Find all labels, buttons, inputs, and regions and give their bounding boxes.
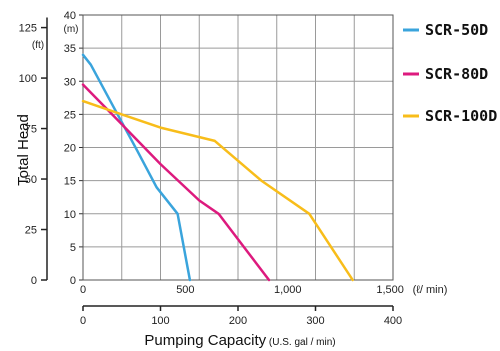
y-ft-unit: (ft) (32, 40, 44, 51)
series-lines (81, 53, 354, 282)
series-line-scr-80d (81, 83, 271, 282)
y-m-tick-label: 25 (64, 109, 76, 121)
y-m-unit: (m) (64, 24, 79, 35)
x-lpm-tick-label: 500 (176, 284, 194, 296)
y-m-tick-label: 35 (64, 43, 76, 55)
y-ft-tick-label: 0 (31, 275, 37, 287)
y-m-tick-label: 10 (64, 209, 76, 221)
y-m-tick-label: 40 (64, 10, 76, 22)
y-ft-tick-label: 100 (19, 73, 37, 85)
axes (41, 14, 394, 311)
legend-label-scr-50d: SCR-50D (425, 21, 488, 39)
legend-label-scr-100d: SCR-100D (425, 107, 497, 125)
legend: SCR-50D SCR-80D SCR-100D (403, 21, 497, 125)
y-axis-title: Total Head (15, 114, 32, 186)
x-axis-title-unit: (U.S. gal / min) (266, 337, 335, 348)
series-line-scr-100d (81, 99, 354, 282)
y-ft-tick-label: 50 (25, 174, 37, 186)
y-m-tick-label: 30 (64, 76, 76, 88)
y-m-tick-label: 0 (70, 275, 76, 287)
x-gpm-tick-label: 100 (151, 315, 169, 327)
y-ft-tick-label: 75 (25, 124, 37, 136)
x-lpm-tick-label: 1,000 (274, 284, 302, 296)
plot-frame (82, 14, 394, 281)
y-ft-tick-label: 25 (25, 225, 37, 237)
x-lpm-tick-label: 1,500 (376, 284, 404, 296)
x-axis-title: Pumping Capacity (U.S. gal / min) (144, 332, 335, 349)
x-gpm-tick-label: 400 (384, 315, 402, 327)
x-lpm-unit: (ℓ/ min) (413, 284, 448, 296)
y-m-tick-label: 15 (64, 176, 76, 188)
y-ft-tick-label: 125 (19, 23, 37, 35)
y-m-tick-label: 20 (64, 143, 76, 155)
series-line-scr-50d (81, 53, 192, 282)
x-gpm-tick-label: 0 (80, 315, 86, 327)
legend-label-scr-80d: SCR-80D (425, 65, 488, 83)
x-axis-title-main: Pumping Capacity (144, 332, 266, 349)
x-gpm-tick-label: 200 (229, 315, 247, 327)
y-m-tick-label: 5 (70, 242, 76, 254)
x-gpm-tick-label: 300 (306, 315, 324, 327)
x-lpm-tick-label: 0 (80, 284, 86, 296)
